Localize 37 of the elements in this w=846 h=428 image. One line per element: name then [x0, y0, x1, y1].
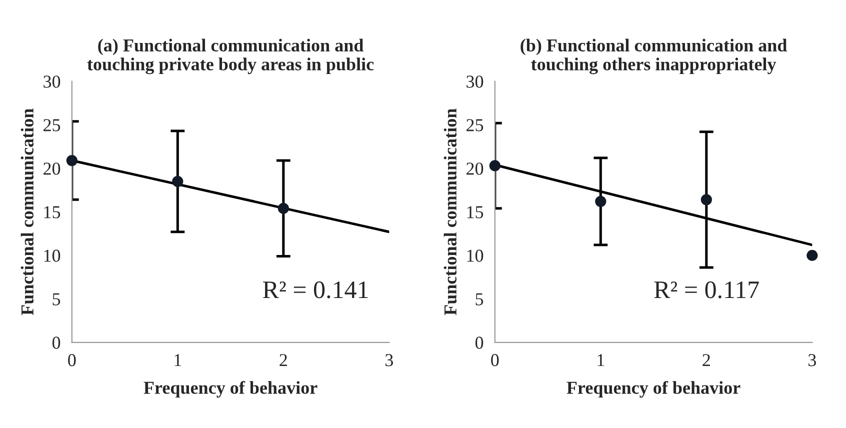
x-tick-label: 3 — [808, 354, 816, 366]
y-tick-label: 15 — [44, 206, 60, 218]
x-tick-label: 1 — [598, 354, 604, 366]
point — [700, 194, 712, 206]
x-tick-label: 3 — [386, 354, 393, 366]
y-tick-label: 25 — [466, 119, 484, 132]
chart-title: (b) Functional communication and touching others inappropriately — [520, 38, 788, 74]
x-tick-label: 2 — [280, 354, 287, 366]
x-axis-title: Frequency of behavior — [144, 380, 318, 398]
point — [172, 176, 184, 187]
y-tick-label: 20 — [44, 162, 60, 175]
y-tick-label: 20 — [466, 162, 484, 175]
y-tick-label: 25 — [44, 119, 60, 132]
point — [806, 250, 818, 261]
point — [66, 154, 78, 166]
y-tick-label: 10 — [467, 250, 484, 262]
point — [489, 160, 500, 172]
y-tick-label: 15 — [467, 206, 484, 218]
y-tick-label: 30 — [44, 76, 60, 88]
x-tick-label: 2 — [702, 354, 710, 366]
y-axis-title: Functional communication — [20, 108, 34, 316]
y-tick-label: 10 — [44, 250, 60, 262]
x-tick-label: 1 — [174, 354, 182, 366]
annotation: R² = 0.141 — [262, 281, 368, 298]
x-tick-label: 0 — [68, 354, 76, 366]
chart-title: (a) Functional communication and touching private body areas in public — [87, 38, 374, 74]
y-tick-label: 30 — [466, 76, 484, 88]
x-tick-label: 0 — [491, 354, 499, 366]
y-tick-label: 5 — [476, 293, 484, 306]
annotation: R² = 0.117 — [654, 281, 759, 298]
point — [278, 202, 289, 214]
y-tick-label: 0 — [475, 336, 484, 349]
x-axis-title: Frequency of behavior — [566, 380, 740, 398]
y-tick-label: 5 — [52, 293, 60, 306]
point — [595, 196, 606, 207]
y-tick-label: 0 — [52, 336, 60, 349]
y-axis-title: Functional communication — [444, 108, 457, 316]
